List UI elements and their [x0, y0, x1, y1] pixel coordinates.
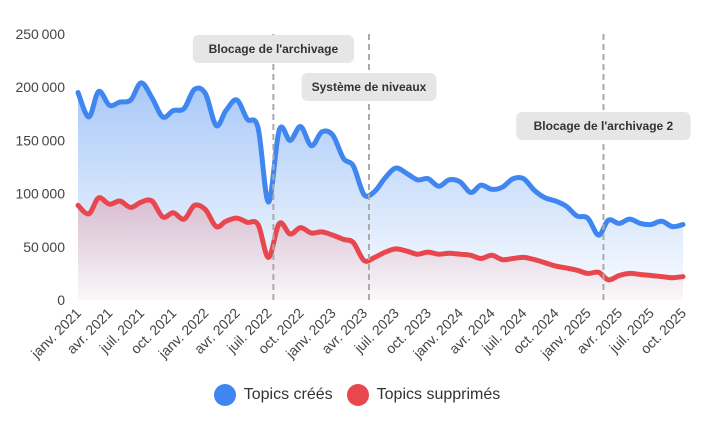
annotation-box [192, 35, 354, 63]
annotation-label: Système de niveaux [312, 80, 427, 94]
line-topics-supprimes [75, 195, 686, 283]
series-lines [75, 80, 686, 283]
annotation-label: Blocage de l'archivage 2 [534, 119, 674, 133]
annotation-box [301, 73, 437, 101]
series-areas [78, 82, 683, 301]
y-tick-label: 0 [57, 292, 65, 308]
legend-marker-red [346, 384, 369, 406]
annotation-label: Blocage de l'archivage [209, 42, 339, 56]
legend: Topics créés Topics supprimés [0, 384, 714, 406]
annotation-box [516, 112, 691, 140]
legend-item-topics-supprimes[interactable]: Topics supprimés [346, 384, 501, 406]
legend-marker-blue [213, 384, 236, 406]
y-tick-label: 250 000 [15, 26, 65, 42]
area-topics-supprimes [78, 197, 683, 300]
y-tick-label: 200 000 [15, 79, 65, 95]
legend-label-topics-crees: Topics créés [243, 386, 333, 403]
y-tick-label: 100 000 [15, 186, 65, 202]
line-topics-crees [75, 80, 686, 238]
y-tick-label: 50 000 [23, 239, 65, 255]
y-axis: 0 50 000 100 000 150 000 200 000 250 000 [15, 26, 65, 308]
annotations: Blocage de l'archivage Système de niveaux… [192, 34, 691, 300]
legend-label-topics-supprimes: Topics supprimés [376, 386, 501, 403]
legend-item-topics-crees[interactable]: Topics créés [213, 384, 333, 406]
y-tick-label: 150 000 [15, 132, 65, 148]
